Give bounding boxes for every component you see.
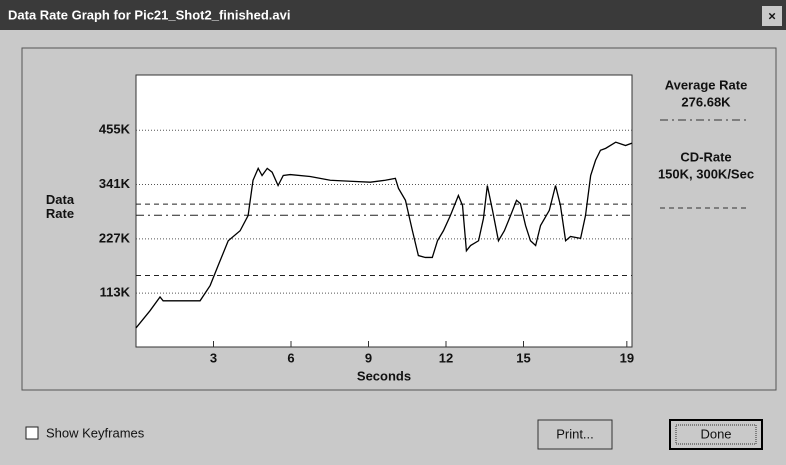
y-tick-label: 227K [99, 230, 131, 245]
cd-rate-label: CD-Rate [680, 149, 731, 164]
x-tick-label: 9 [365, 350, 372, 365]
average-label: Average Rate [665, 77, 748, 92]
x-axis-label: Seconds [357, 368, 411, 383]
done-label[interactable]: Done [700, 426, 731, 441]
x-tick-label: 19 [620, 350, 634, 365]
window-title: Data Rate Graph for Pic21_Shot2_finished… [8, 7, 290, 22]
y-tick-label: 455K [99, 122, 131, 137]
close-icon[interactable]: × [768, 8, 776, 23]
x-tick-label: 12 [439, 350, 453, 365]
dialog: Data Rate Graph for Pic21_Shot2_finished… [0, 0, 786, 465]
y-tick-label: 341K [99, 176, 131, 191]
x-tick-label: 15 [516, 350, 530, 365]
y-tick-label: 113K [100, 285, 131, 300]
x-tick-label: 6 [287, 350, 294, 365]
print-label[interactable]: Print... [556, 426, 594, 441]
dialog-graphics: Data Rate Graph for Pic21_Shot2_finished… [0, 0, 786, 465]
y-axis-label: Data Rate [40, 193, 80, 221]
checkbox-label[interactable]: Show Keyframes [46, 425, 145, 440]
average-value: 276.68K [681, 94, 731, 109]
plot-area [136, 75, 632, 347]
x-tick-label: 3 [210, 350, 217, 365]
checkbox[interactable] [26, 427, 38, 439]
cd-rate-text: 150K, 300K/Sec [658, 166, 754, 181]
